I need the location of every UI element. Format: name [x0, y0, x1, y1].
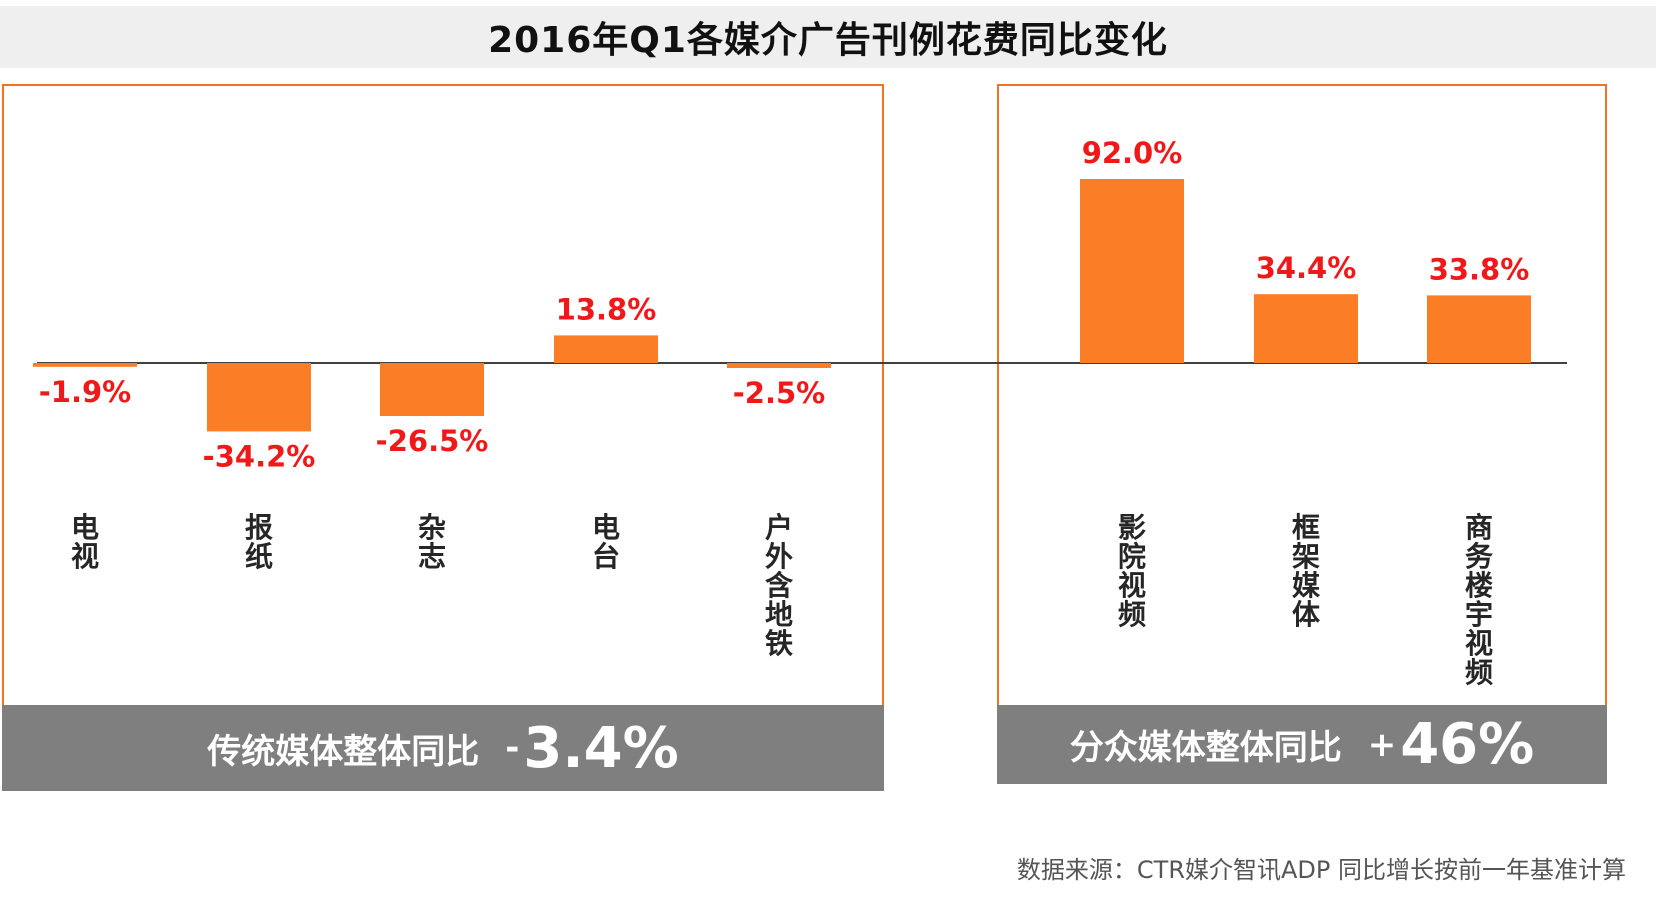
traditional-summary-value: 3.4% — [523, 715, 679, 781]
value-label-0-0: -1.9% — [39, 375, 131, 409]
category-label-1-0: 影院视频 — [1118, 511, 1146, 631]
bar-0-0 — [33, 363, 137, 367]
category-label-0-2: 杂志 — [418, 511, 446, 573]
bar-0-2 — [380, 363, 484, 416]
category-label-1-1: 框架媒体 — [1292, 511, 1321, 631]
value-label-0-1: -34.2% — [203, 439, 316, 473]
value-label-1-1: 34.4% — [1256, 251, 1357, 285]
category-label-0-1: 报纸 — [245, 511, 273, 573]
category-label-0-3: 电台 — [592, 511, 620, 573]
value-label-1-2: 33.8% — [1429, 252, 1530, 286]
niche-summary-label: 分众媒体整体同比 — [1069, 728, 1342, 768]
value-label-1-0: 92.0% — [1082, 136, 1183, 170]
niche-summary-sign: + — [1367, 724, 1397, 765]
category-label-0-4: 户外含地铁 — [765, 511, 794, 660]
bar-0-3 — [554, 335, 658, 363]
value-label-0-2: -26.5% — [376, 424, 489, 458]
bar-0-1 — [207, 363, 311, 432]
bar-0-4 — [727, 363, 831, 368]
niche-summary-value: 46% — [1400, 712, 1535, 777]
traditional-summary-sign: - — [505, 728, 520, 768]
bar-1-2 — [1427, 295, 1531, 363]
bar-1-1 — [1254, 294, 1358, 363]
niche-media-summary: 分众媒体整体同比 + 46% — [997, 705, 1607, 784]
value-label-0-3: 13.8% — [556, 292, 657, 326]
source-note: 数据来源：CTR媒介智讯ADP 同比增长按前一年基准计算 — [1016, 856, 1626, 884]
bar-1-0 — [1080, 179, 1184, 363]
title-bar: 2016年Q1各媒介广告刊例花费同比变化 — [0, 6, 1656, 68]
chart-title: 2016年Q1各媒介广告刊例花费同比变化 — [488, 20, 1168, 61]
traditional-summary-label: 传统媒体整体同比 — [207, 731, 480, 772]
category-label-0-0: 电视 — [71, 511, 99, 573]
niche-media-panel — [997, 84, 1607, 716]
category-label-1-2: 商务楼宇视频 — [1465, 511, 1493, 689]
value-label-0-4: -2.5% — [733, 376, 825, 410]
traditional-media-summary: 传统媒体整体同比 - 3.4% — [2, 705, 884, 791]
